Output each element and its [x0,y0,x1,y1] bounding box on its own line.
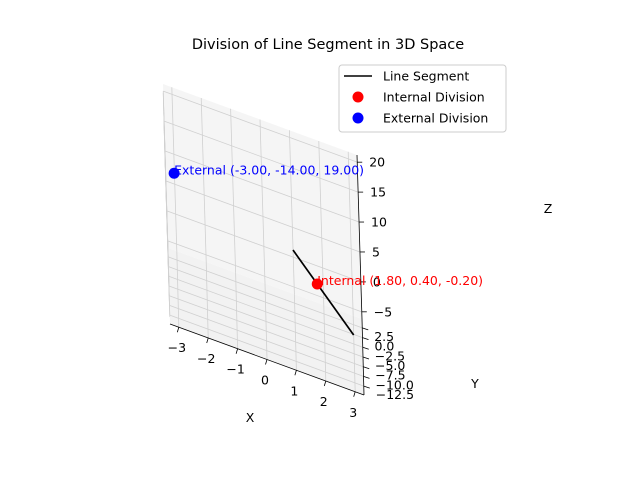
legend-label-external: External Division [383,111,488,126]
z-tick-label: 0 [373,274,381,289]
chart-title: Division of Line Segment in 3D Space [192,37,464,53]
grid-x-wall [347,151,354,316]
z-tick-label: 20 [369,155,385,170]
z-axis-label: Z [544,201,553,216]
series-layer: Internal (1.80, 0.40, -0.20) External (-3… [168,162,483,336]
y-tick-mark [362,356,370,360]
grid-x-wall [200,97,207,262]
z-tick-label: 10 [371,215,387,230]
grid-y-floor [168,256,363,329]
x-tick-label: −2 [197,351,215,366]
grid-x-wall [230,108,237,273]
grid-z-right-wall [166,210,362,283]
y-tick-mark [363,385,370,389]
x-tick-mark [206,337,209,344]
legend-label-internal: Internal Division [383,90,485,105]
grid-y-floor [169,305,364,377]
grid-z-right-wall [165,180,361,253]
legend: Line Segment Internal Division External … [338,64,507,133]
y-axis-ticks: −12.5−10.0−7.5−5.0−2.50.02.5 [362,327,414,402]
y-tick-label: −5.0 [375,358,405,373]
z-tick-label: 5 [372,244,380,259]
x-tick-mark [353,391,356,397]
x-axis-ticks: −3 −2 −1 0 1 2 3 [168,327,357,420]
internal-point-label: Internal (1.80, 0.40, -0.20) [317,273,483,288]
z-tick-label: 15 [370,185,386,200]
external-point [168,167,180,179]
y-tick-mark [362,346,369,350]
x-axis-label: X [246,410,255,425]
y-tick-mark [362,327,369,331]
grid-y-floor [169,295,364,368]
z-axis-ticks: −5 0 5 10 15 20 [357,155,392,319]
grid-z-left-wall [162,91,166,168]
internal-point [311,278,323,290]
legend-frame [338,64,507,133]
y-tick-label: −12.5 [376,387,414,402]
grid-x-wall [259,119,266,284]
x-tick-mark [323,380,327,387]
grid-z-right-wall [164,150,360,223]
z-tick-label: −5 [374,304,392,319]
grid-z-right-wall [163,90,358,163]
y-tick-mark [363,366,370,370]
x-tick-label: 0 [261,373,269,388]
z-axis-line [356,154,363,320]
grid-y-floor [168,275,363,348]
legend-label-line-segment: Line Segment [383,69,469,84]
y-tick-label: −7.5 [375,368,405,383]
x-tick-label: −3 [168,340,186,355]
grid-x-wall [318,141,325,306]
y-tick-mark [363,376,370,379]
x-tick-mark [176,327,180,333]
grid-y-floor [168,285,364,358]
legend-marker-internal [352,91,364,103]
grid-y-floor [168,266,363,338]
y-axis-label: Y [470,376,479,391]
grid-z-right-wall [163,120,359,193]
segment-line [292,249,355,336]
legend-marker-external [352,112,364,124]
x-tick-mark [294,370,297,376]
y-tick-mark [362,337,369,340]
x-tick-label: 1 [290,383,298,398]
x-tick-mark [265,359,268,365]
x-tick-label: 2 [320,394,328,409]
y-tick-label: 2.5 [374,329,394,344]
external-point-label: External (-3.00, -14.00, 19.00) [174,162,364,177]
grid-y-floor [169,314,364,387]
x-tick-mark [235,348,238,354]
y-tick-label: −2.5 [375,348,405,363]
x-tick-label: 3 [349,405,357,420]
y-tick-label: 0.0 [374,339,394,354]
y-tick-label: −10.0 [376,377,414,392]
x-tick-label: −1 [226,362,244,377]
grid-x-wall [288,130,295,295]
